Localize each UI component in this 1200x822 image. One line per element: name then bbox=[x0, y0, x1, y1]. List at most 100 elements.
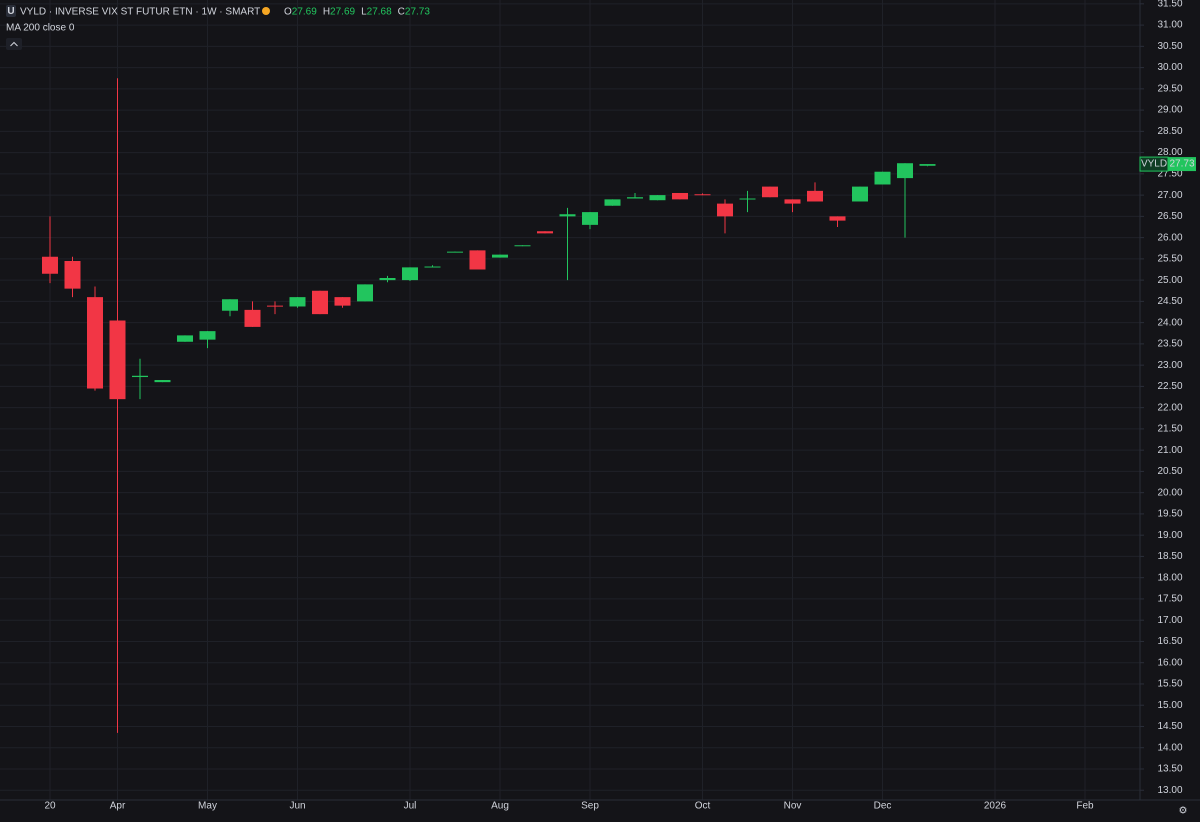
y-tick-label: 23.00 bbox=[1157, 360, 1182, 371]
price-tag-symbol: VYLD bbox=[1141, 159, 1167, 170]
y-tick-label: 15.00 bbox=[1157, 700, 1182, 711]
y-tick-label: 16.50 bbox=[1157, 636, 1182, 647]
y-tick-label: 22.50 bbox=[1157, 381, 1182, 392]
candle-body bbox=[739, 198, 756, 200]
ohlc-legend: O27.69 H27.69 L27.68 C27.73 bbox=[284, 6, 430, 17]
candle-body bbox=[672, 192, 688, 200]
legend-value: 27.69 bbox=[330, 6, 355, 17]
y-tick-label: 17.50 bbox=[1157, 594, 1182, 605]
x-tick-label: Aug bbox=[491, 801, 509, 812]
legend-value: 27.73 bbox=[405, 6, 430, 17]
candle-body bbox=[222, 299, 238, 311]
y-tick-label: 18.50 bbox=[1157, 551, 1182, 562]
candle-body bbox=[604, 199, 621, 206]
y-tick-label: 26.50 bbox=[1157, 211, 1182, 222]
y-tick-label: 25.00 bbox=[1157, 275, 1182, 286]
candle-body bbox=[537, 231, 553, 234]
candle-body bbox=[897, 163, 913, 179]
candle-body bbox=[42, 256, 58, 274]
header: VYLD · INVERSE VIX ST FUTUR ETN · 1W · S… bbox=[20, 6, 260, 17]
y-tick-label: 24.50 bbox=[1157, 296, 1182, 307]
candle-body bbox=[627, 197, 643, 199]
x-tick-label: 20 bbox=[44, 801, 56, 812]
x-tick-label: 2026 bbox=[984, 801, 1007, 812]
candle-body bbox=[469, 250, 486, 270]
legend-label: H bbox=[323, 6, 330, 17]
x-tick-label: Nov bbox=[784, 801, 802, 812]
y-tick-label: 14.50 bbox=[1157, 721, 1182, 732]
legend-label: O bbox=[284, 6, 292, 17]
y-tick-label: 27.50 bbox=[1157, 168, 1182, 179]
x-tick-label: Sep bbox=[581, 801, 599, 812]
y-tick-label: 27.00 bbox=[1157, 190, 1182, 201]
candle-body bbox=[829, 216, 846, 221]
candle-body bbox=[492, 254, 508, 258]
y-tick-label: 25.50 bbox=[1157, 254, 1182, 265]
candle-body bbox=[312, 290, 328, 315]
candle-body bbox=[649, 195, 666, 201]
candle-body bbox=[919, 164, 936, 166]
candle-body bbox=[582, 212, 598, 225]
y-tick-label: 13.50 bbox=[1157, 764, 1182, 775]
legend-value: 27.69 bbox=[292, 6, 317, 17]
x-tick-label: Jun bbox=[289, 801, 305, 812]
candle-body bbox=[784, 199, 801, 204]
y-tick-label: 17.00 bbox=[1157, 615, 1182, 626]
collapse-button[interactable] bbox=[6, 38, 22, 50]
candle-body bbox=[357, 284, 373, 302]
candle-body bbox=[807, 190, 823, 202]
legend-value: 27.68 bbox=[367, 6, 392, 17]
y-tick-label: 29.50 bbox=[1157, 83, 1182, 94]
candle-body bbox=[424, 266, 441, 268]
candle-body bbox=[717, 203, 733, 217]
y-tick-label: 29.00 bbox=[1157, 105, 1182, 116]
y-tick-label: 14.00 bbox=[1157, 742, 1182, 753]
candle-body bbox=[447, 251, 463, 253]
y-tick-label: 15.50 bbox=[1157, 679, 1182, 690]
candle-body bbox=[874, 171, 891, 185]
x-tick-label: Dec bbox=[874, 801, 892, 812]
y-tick-label: 13.00 bbox=[1157, 785, 1182, 796]
y-tick-label: 19.00 bbox=[1157, 530, 1182, 541]
settings-icon[interactable]: ⚙ bbox=[1179, 806, 1188, 817]
candle-body bbox=[762, 186, 778, 198]
y-tick-label: 28.50 bbox=[1157, 126, 1182, 137]
indicator-label: MA 200 close 0 bbox=[6, 23, 75, 34]
y-tick-label: 16.00 bbox=[1157, 657, 1182, 668]
y-tick-label: 22.00 bbox=[1157, 402, 1182, 413]
grid bbox=[0, 0, 1140, 800]
collapse-icon bbox=[10, 41, 18, 47]
candle-body bbox=[514, 245, 531, 247]
candle-body bbox=[402, 267, 418, 281]
y-tick-label: 30.00 bbox=[1157, 62, 1182, 73]
y-tick-label: 31.50 bbox=[1157, 0, 1182, 9]
session-icon bbox=[262, 7, 270, 15]
y-tick-label: 31.00 bbox=[1157, 20, 1182, 31]
candle-body bbox=[852, 186, 868, 202]
candle-body bbox=[289, 297, 306, 307]
chart-title: VYLD · INVERSE VIX ST FUTUR ETN · 1W · S… bbox=[20, 6, 260, 17]
y-tick-label: 20.00 bbox=[1157, 487, 1182, 498]
y-tick-label: 20.50 bbox=[1157, 466, 1182, 477]
candle-body bbox=[559, 214, 576, 217]
candle-body bbox=[64, 260, 81, 289]
y-tick-label: 23.50 bbox=[1157, 339, 1182, 350]
logo-box bbox=[6, 5, 16, 17]
logo-letter: U bbox=[7, 6, 14, 17]
candle-body bbox=[109, 320, 126, 400]
candles bbox=[42, 78, 936, 733]
candle-body bbox=[87, 297, 103, 389]
candle-body bbox=[267, 305, 283, 307]
y-tick-label: 30.50 bbox=[1157, 41, 1182, 52]
price-tag-value: 27.73 bbox=[1169, 159, 1194, 170]
x-tick-label: Apr bbox=[110, 801, 126, 812]
candle-body bbox=[132, 375, 148, 378]
x-tick-label: Feb bbox=[1076, 801, 1094, 812]
y-tick-label: 26.00 bbox=[1157, 232, 1182, 243]
y-tick-label: 28.00 bbox=[1157, 147, 1182, 158]
candle-body bbox=[244, 309, 261, 327]
y-tick-label: 19.50 bbox=[1157, 509, 1182, 520]
